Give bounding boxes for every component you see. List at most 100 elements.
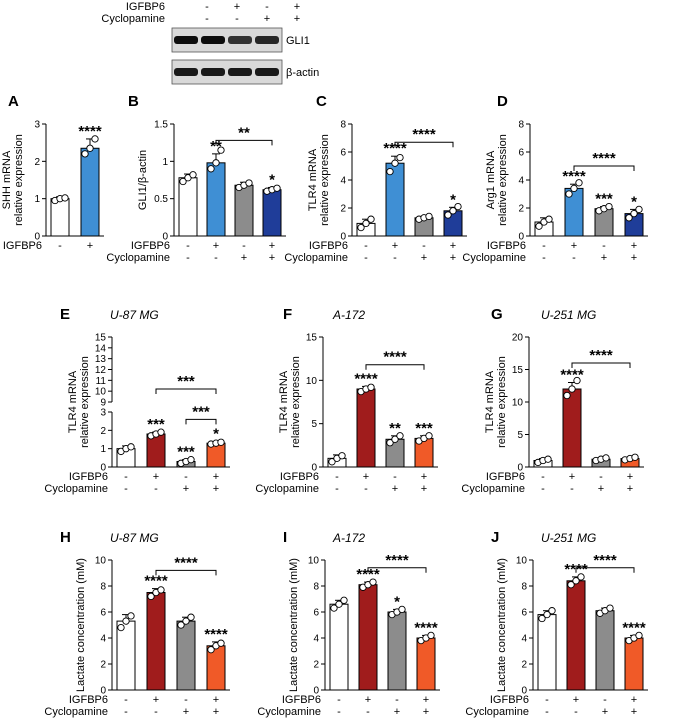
significance-label: **** xyxy=(383,140,407,157)
blot-band xyxy=(174,68,198,76)
y-tick-label: 2 xyxy=(100,426,106,437)
panel-title: A-172 xyxy=(332,308,365,322)
condition-sign: - xyxy=(545,706,549,718)
y-tick-label: 8 xyxy=(518,120,524,131)
data-point xyxy=(147,592,155,601)
panel-letter: F xyxy=(283,306,292,323)
data-point xyxy=(127,612,135,620)
condition-sign: - xyxy=(422,240,426,252)
data-point xyxy=(635,205,643,214)
bar xyxy=(562,388,582,468)
y-tick-label: 0 xyxy=(313,686,319,697)
panel-letter: G xyxy=(491,306,503,323)
panel-letter: I xyxy=(283,529,287,546)
bar xyxy=(206,162,226,237)
significance-label: * xyxy=(269,171,275,188)
condition-row-label: Cyclopamine xyxy=(462,252,526,264)
y-tick-label: 0 xyxy=(100,686,106,697)
data-point xyxy=(602,454,610,462)
comparison-bracket xyxy=(367,567,427,573)
condition-sign: - xyxy=(58,240,62,252)
y-tick-label: 1 xyxy=(34,194,40,205)
bracket-label: ** xyxy=(238,124,250,141)
data-point xyxy=(335,600,343,608)
data-point xyxy=(189,171,197,179)
condition-sign: - xyxy=(154,483,158,495)
data-point xyxy=(187,613,195,621)
condition-sign: - xyxy=(542,252,546,264)
y-tick-label: 0 xyxy=(100,463,106,474)
condition-sign: - xyxy=(602,240,606,252)
condition-sign: - xyxy=(335,471,339,483)
y-axis-label: relative expression xyxy=(319,134,331,226)
condition-sign: - xyxy=(335,483,339,495)
y-tick-label: 0 xyxy=(311,463,317,474)
condition-row-label: IGFBP6 xyxy=(309,240,348,252)
y-tick-label: 4 xyxy=(100,634,106,645)
y-tick-label: 1 xyxy=(100,444,106,455)
condition-row-label: IGFBP6 xyxy=(280,471,319,483)
data-point xyxy=(367,383,375,391)
panel-letter: D xyxy=(497,93,508,110)
comparison-bracket xyxy=(573,165,635,171)
condition-sign: + xyxy=(365,694,371,706)
data-point xyxy=(535,222,543,230)
y-tick-label: 20 xyxy=(512,333,524,344)
condition-sign: - xyxy=(574,706,578,718)
data-point xyxy=(577,573,585,581)
condition-row-label: Cyclopamine xyxy=(284,252,348,264)
condition-sign: + xyxy=(631,252,637,264)
bar xyxy=(416,637,436,691)
y-tick-label: 10 xyxy=(95,387,107,398)
data-point xyxy=(61,194,69,202)
y-tick-label: 11 xyxy=(96,376,107,387)
y-tick-label: 12 xyxy=(95,365,107,376)
condition-sign: + xyxy=(153,471,159,483)
condition-sign: + xyxy=(421,471,427,483)
y-tick-label: 4 xyxy=(313,634,319,645)
condition-sign: + xyxy=(421,483,427,495)
condition-sign: - xyxy=(541,471,545,483)
condition-row-label: Cyclopamine xyxy=(461,483,525,495)
condition-sign: - xyxy=(337,706,341,718)
condition-sign: - xyxy=(364,252,368,264)
y-tick-label: 0 xyxy=(340,232,346,243)
bar xyxy=(595,610,615,691)
condition-sign: + xyxy=(153,694,159,706)
panel-letter: J xyxy=(491,529,499,546)
data-point xyxy=(444,211,452,219)
condition-sign: - xyxy=(599,471,603,483)
condition-sign: - xyxy=(242,240,246,252)
condition-sign: - xyxy=(393,252,397,264)
data-point xyxy=(328,458,336,466)
bracket-label: **** xyxy=(174,554,198,571)
condition-row-label: Cyclopamine xyxy=(465,706,529,718)
comparison-bracket xyxy=(215,139,273,146)
condition-row-label: Cyclopamine xyxy=(44,483,108,495)
blot-band xyxy=(201,68,225,76)
condition-sign: + xyxy=(627,483,633,495)
y-axis-label: Lactate concentration (mM) xyxy=(75,558,87,692)
blot-band xyxy=(174,36,198,44)
data-point xyxy=(396,153,404,162)
data-point xyxy=(449,207,457,215)
data-point xyxy=(606,604,614,612)
bar xyxy=(262,189,282,237)
y-axis-label: TLR4 mRNA xyxy=(278,370,290,433)
data-point xyxy=(568,385,576,393)
data-point xyxy=(575,179,583,187)
y-axis-label: GLI1/β-actin xyxy=(137,150,149,210)
bracket-label: **** xyxy=(412,126,436,143)
significance-label: ** xyxy=(210,138,222,155)
condition-sign: + xyxy=(213,471,219,483)
y-tick-label: 10 xyxy=(306,376,318,387)
y-axis-label: Lactate concentration (mM) xyxy=(496,558,508,692)
panel-title: U-251 MG xyxy=(541,308,596,322)
data-point xyxy=(86,144,94,152)
y-tick-label: 8 xyxy=(313,582,319,593)
y-tick-label: 0.5 xyxy=(154,194,168,205)
comparison-bracket xyxy=(394,141,454,148)
blot-sign: - xyxy=(235,13,239,25)
data-point xyxy=(357,223,365,232)
significance-label: **** xyxy=(562,168,586,185)
